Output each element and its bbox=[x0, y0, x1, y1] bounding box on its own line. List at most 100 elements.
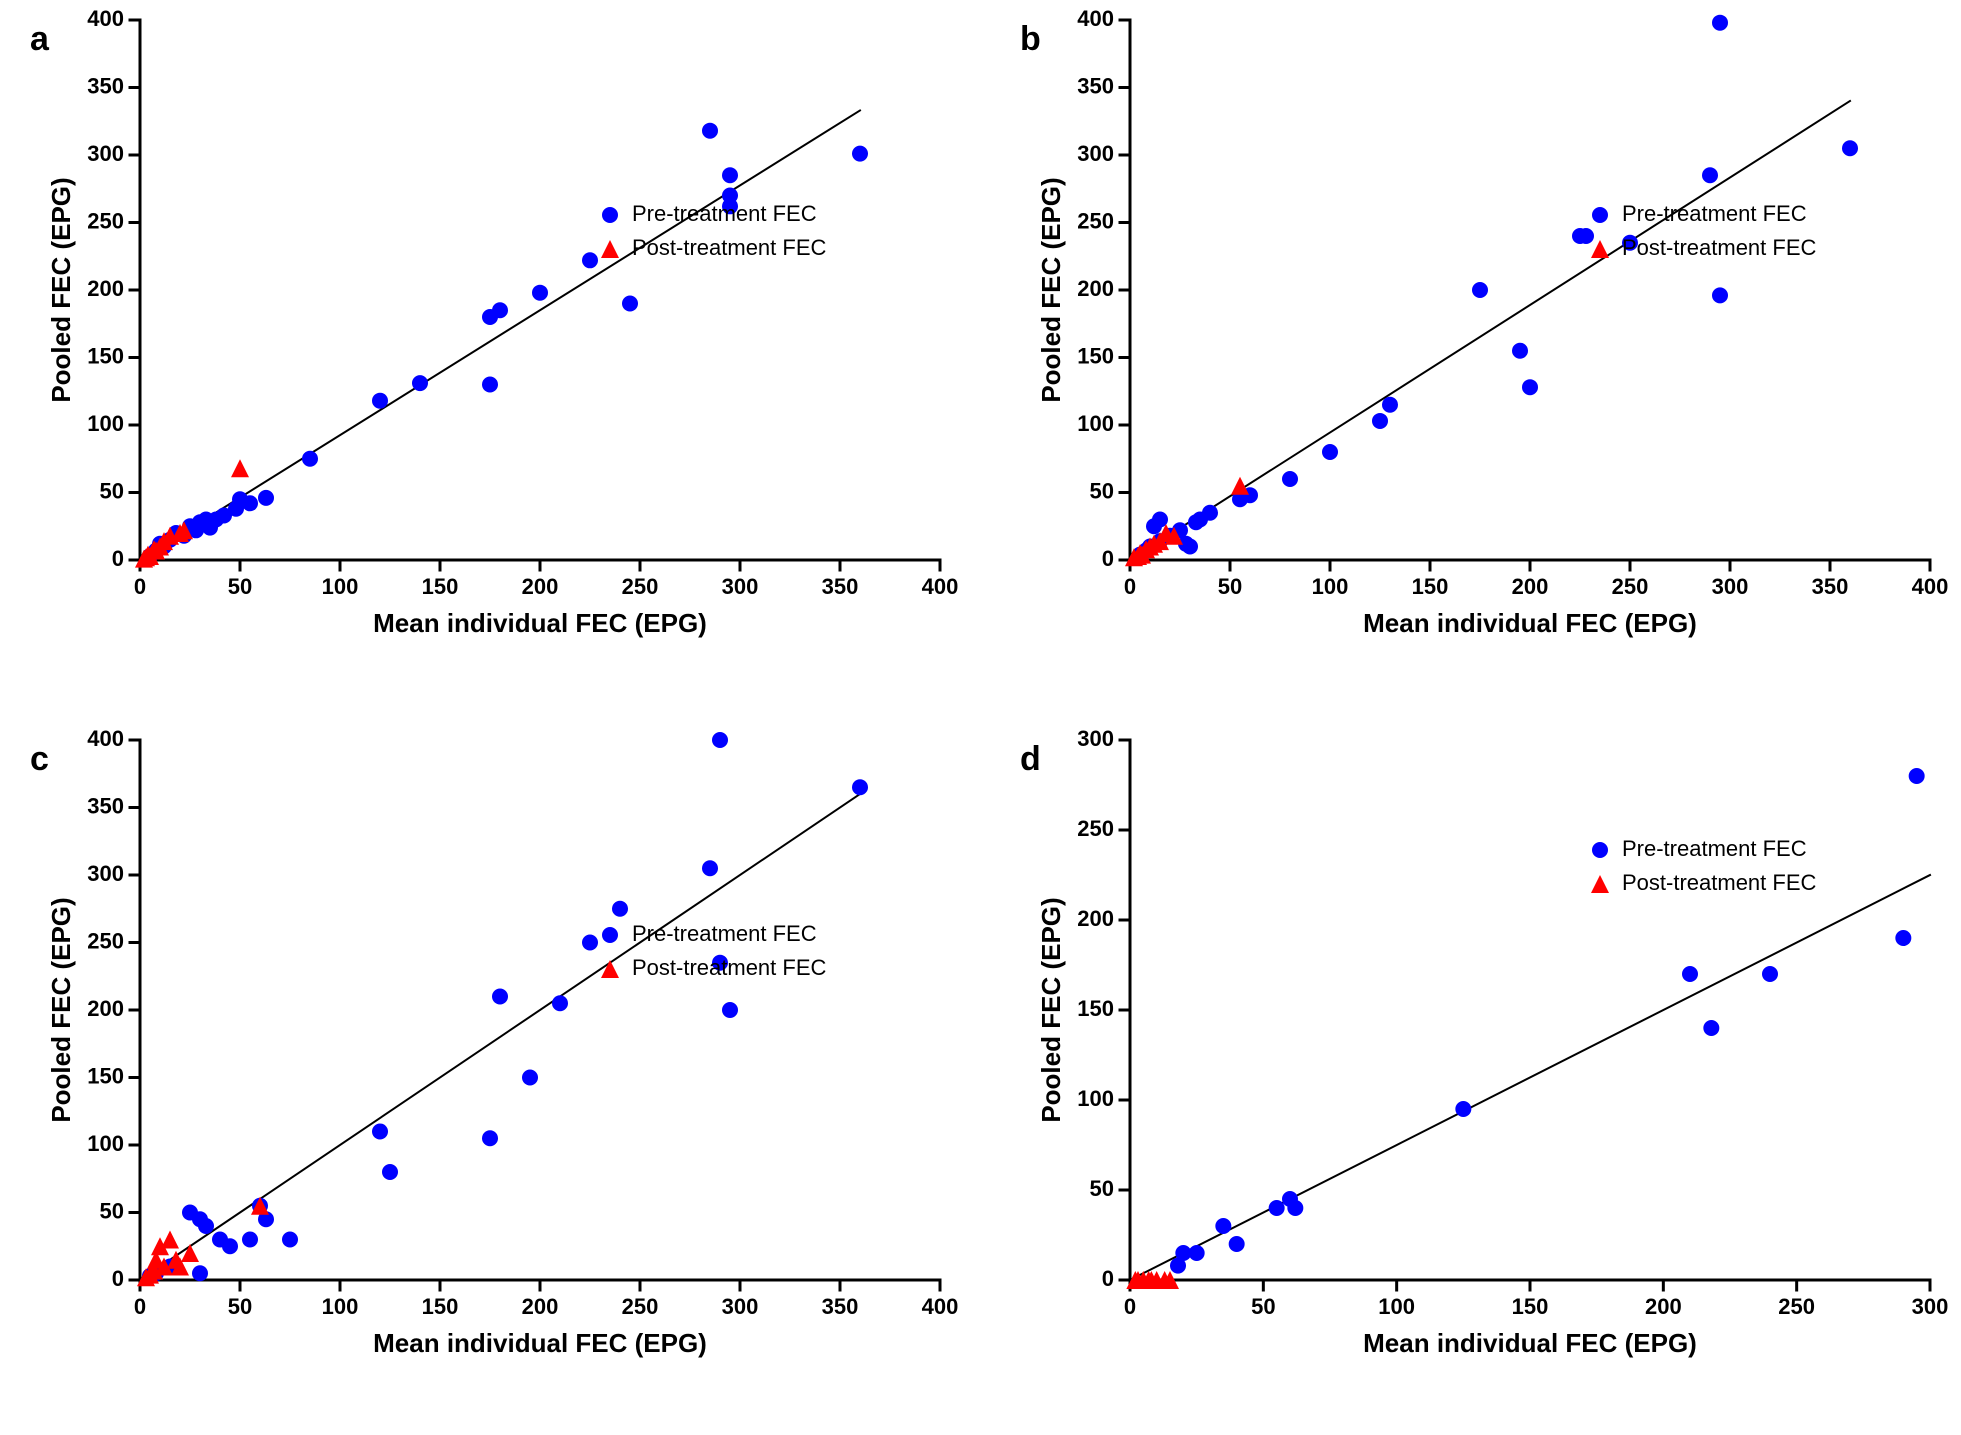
pre-marker bbox=[552, 995, 568, 1011]
pre-marker bbox=[1712, 15, 1728, 31]
x-tick-label: 200 bbox=[522, 574, 559, 599]
pre-marker bbox=[532, 285, 548, 301]
y-tick-label: 100 bbox=[1077, 411, 1114, 436]
pre-marker bbox=[222, 1238, 238, 1254]
x-tick-label: 50 bbox=[1218, 574, 1242, 599]
x-tick-label: 200 bbox=[1645, 1294, 1682, 1319]
pre-marker bbox=[1382, 397, 1398, 413]
y-tick-label: 100 bbox=[87, 1131, 124, 1156]
pre-marker bbox=[492, 302, 508, 318]
legend-pre-marker bbox=[602, 927, 618, 943]
legend-pre-marker bbox=[1592, 842, 1608, 858]
pre-marker bbox=[492, 989, 508, 1005]
scatter-plot: 050100150200250300050100150200250300Mean… bbox=[1000, 720, 1960, 1420]
x-tick-label: 300 bbox=[722, 1294, 759, 1319]
x-tick-label: 250 bbox=[1778, 1294, 1815, 1319]
x-tick-label: 0 bbox=[134, 1294, 146, 1319]
x-tick-label: 50 bbox=[228, 574, 252, 599]
legend-post-marker bbox=[1591, 240, 1609, 258]
x-tick-label: 150 bbox=[422, 574, 459, 599]
pre-marker bbox=[192, 1265, 208, 1281]
panel-a: 0501001502002503003504000501001502002503… bbox=[10, 0, 970, 700]
pre-marker bbox=[372, 393, 388, 409]
pre-marker bbox=[1578, 228, 1594, 244]
y-tick-label: 250 bbox=[87, 208, 124, 233]
pre-marker bbox=[1682, 966, 1698, 982]
x-axis-label: Mean individual FEC (EPG) bbox=[373, 1328, 707, 1358]
regression-line bbox=[1130, 875, 1930, 1280]
x-tick-label: 300 bbox=[722, 574, 759, 599]
y-tick-label: 350 bbox=[87, 73, 124, 98]
pre-marker bbox=[1522, 379, 1538, 395]
y-tick-label: 250 bbox=[1077, 816, 1114, 841]
pre-marker bbox=[1842, 140, 1858, 156]
y-tick-label: 300 bbox=[1077, 141, 1114, 166]
x-tick-label: 400 bbox=[922, 574, 959, 599]
pre-marker bbox=[722, 167, 738, 183]
pre-marker bbox=[852, 779, 868, 795]
pre-marker bbox=[522, 1070, 538, 1086]
x-tick-label: 0 bbox=[1124, 574, 1136, 599]
panel-d: 050100150200250300050100150200250300Mean… bbox=[1000, 720, 1960, 1420]
legend-post-marker bbox=[1591, 875, 1609, 893]
pre-marker bbox=[1189, 1245, 1205, 1261]
x-axis-label: Mean individual FEC (EPG) bbox=[1363, 608, 1697, 638]
legend-post-label: Post-treatment FEC bbox=[632, 235, 827, 260]
pre-marker bbox=[1282, 471, 1298, 487]
y-tick-label: 0 bbox=[1102, 1266, 1114, 1291]
regression-line bbox=[140, 794, 860, 1280]
pre-marker bbox=[852, 146, 868, 162]
legend-post-label: Post-treatment FEC bbox=[632, 955, 827, 980]
y-tick-label: 300 bbox=[87, 861, 124, 886]
pre-marker bbox=[582, 252, 598, 268]
legend-post-label: Post-treatment FEC bbox=[1622, 870, 1817, 895]
pre-marker bbox=[1287, 1200, 1303, 1216]
legend-pre-label: Pre-treatment FEC bbox=[632, 201, 817, 226]
y-tick-label: 350 bbox=[1077, 73, 1114, 98]
pre-marker bbox=[582, 935, 598, 951]
y-tick-label: 350 bbox=[87, 793, 124, 818]
pre-marker bbox=[242, 1232, 258, 1248]
scatter-plot: 0501001502002503003504000501001502002503… bbox=[1000, 0, 1960, 700]
y-axis-label: Pooled FEC (EPG) bbox=[1036, 177, 1066, 402]
x-tick-label: 200 bbox=[1512, 574, 1549, 599]
pre-marker bbox=[1182, 539, 1198, 555]
x-tick-label: 100 bbox=[1312, 574, 1349, 599]
pre-marker bbox=[482, 377, 498, 393]
x-tick-label: 350 bbox=[822, 574, 859, 599]
y-tick-label: 300 bbox=[1077, 726, 1114, 751]
x-tick-label: 250 bbox=[622, 574, 659, 599]
x-tick-label: 200 bbox=[522, 1294, 559, 1319]
x-tick-label: 350 bbox=[822, 1294, 859, 1319]
post-marker bbox=[181, 1244, 199, 1262]
pre-marker bbox=[702, 123, 718, 139]
legend-pre-label: Pre-treatment FEC bbox=[1622, 201, 1807, 226]
x-tick-label: 150 bbox=[1512, 1294, 1549, 1319]
pre-marker bbox=[1702, 167, 1718, 183]
y-tick-label: 100 bbox=[87, 411, 124, 436]
x-tick-label: 50 bbox=[228, 1294, 252, 1319]
pre-marker bbox=[1455, 1101, 1471, 1117]
y-tick-label: 400 bbox=[87, 6, 124, 31]
legend-post-marker bbox=[601, 240, 619, 258]
y-tick-label: 50 bbox=[1090, 478, 1114, 503]
x-tick-label: 300 bbox=[1712, 574, 1749, 599]
pre-marker bbox=[302, 451, 318, 467]
y-tick-label: 50 bbox=[1090, 1176, 1114, 1201]
pre-marker bbox=[242, 495, 258, 511]
y-tick-label: 250 bbox=[1077, 208, 1114, 233]
y-tick-label: 400 bbox=[1077, 6, 1114, 31]
y-axis-label: Pooled FEC (EPG) bbox=[46, 177, 76, 402]
x-tick-label: 250 bbox=[622, 1294, 659, 1319]
panel-label: b bbox=[1020, 20, 1041, 58]
y-tick-label: 0 bbox=[112, 1266, 124, 1291]
y-tick-label: 300 bbox=[87, 141, 124, 166]
y-tick-label: 200 bbox=[1077, 276, 1114, 301]
y-tick-label: 0 bbox=[1102, 546, 1114, 571]
pre-marker bbox=[712, 732, 728, 748]
pre-marker bbox=[1269, 1200, 1285, 1216]
pre-marker bbox=[482, 1130, 498, 1146]
pre-marker bbox=[622, 296, 638, 312]
legend-pre-marker bbox=[602, 207, 618, 223]
x-tick-label: 250 bbox=[1612, 574, 1649, 599]
